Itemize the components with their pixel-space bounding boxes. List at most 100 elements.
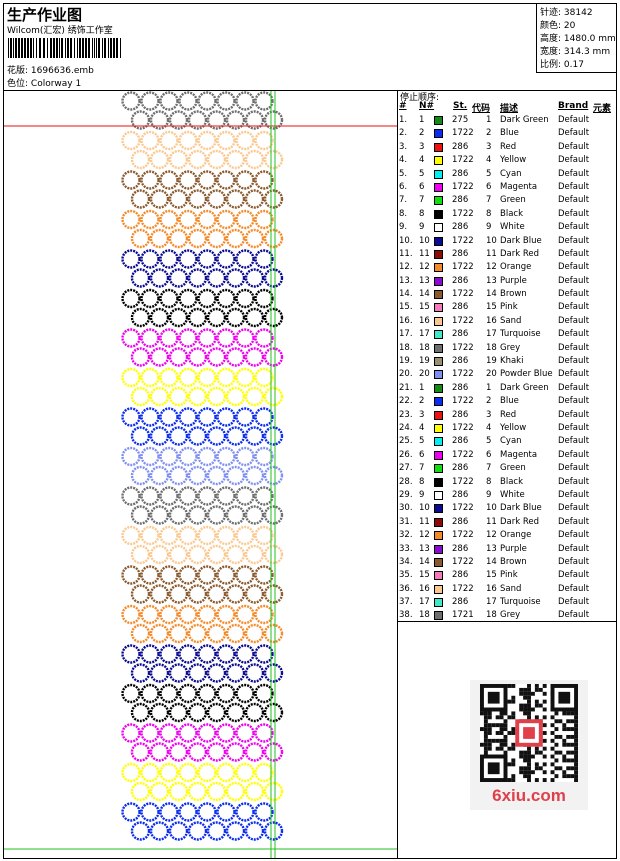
row-needle: 15 (419, 302, 430, 313)
row-needle: 13 (419, 543, 430, 554)
stop-row: 36. 16 1722 16 Sand Default (398, 584, 616, 597)
row-brand: Default (558, 530, 590, 541)
row-code: 8 (486, 208, 492, 219)
row-description: Sand (500, 583, 522, 594)
row-index: 9. (399, 222, 408, 233)
row-needle: 16 (419, 583, 430, 594)
row-index: 18. (399, 342, 413, 353)
row-code: 15 (486, 302, 497, 313)
row-needle: 17 (419, 597, 430, 608)
row-brand: Default (558, 329, 590, 340)
color-swatch (434, 611, 443, 621)
row-needle: 7 (419, 195, 425, 206)
row-stitch: 1722 (452, 128, 474, 139)
design-band (121, 604, 284, 644)
row-description: Grey (500, 342, 521, 353)
row-needle: 14 (419, 289, 430, 300)
row-description: Brown (500, 556, 527, 567)
row-description: Dark Green (500, 115, 549, 125)
color-swatch (434, 209, 443, 219)
row-stitch: 286 (452, 436, 469, 447)
watermark-area: 6xiu.com (470, 680, 588, 810)
row-description: Blue (500, 128, 519, 139)
row-needle: 2 (419, 396, 425, 407)
col-brand: Brand (558, 101, 589, 111)
row-description: Black (500, 476, 523, 487)
row-description: Yellow (500, 422, 527, 433)
row-index: 12. (399, 262, 413, 273)
design-band (121, 486, 284, 525)
color-swatch (434, 236, 443, 246)
color-swatch (434, 517, 443, 527)
row-index: 22. (399, 396, 413, 407)
row-code: 9 (486, 489, 492, 500)
row-stitch: 1722 (452, 396, 474, 407)
row-description: Green (500, 463, 526, 474)
row-brand: Default (558, 141, 590, 152)
stop-row: 11. 11 286 11 Dark Red Default (398, 249, 616, 262)
row-code: 2 (486, 128, 492, 139)
row-brand: Default (558, 128, 590, 139)
row-stitch: 286 (452, 409, 469, 420)
row-code: 8 (486, 476, 492, 487)
row-stitch: 286 (452, 516, 469, 527)
stat-stitches: 针迹: 38142 (540, 8, 593, 18)
row-description: Purple (500, 275, 527, 286)
row-index: 15. (399, 302, 413, 313)
row-code: 14 (486, 289, 497, 300)
row-index: 25. (399, 436, 413, 447)
row-index: 2. (399, 128, 408, 139)
row-brand: Default (558, 155, 590, 166)
row-index: 32. (399, 530, 413, 541)
row-code: 5 (486, 436, 492, 447)
row-brand: Default (558, 422, 590, 433)
row-code: 11 (486, 516, 497, 527)
row-index: 36. (399, 583, 413, 594)
stop-row: 25. 5 286 5 Cyan Default (398, 436, 616, 449)
row-description: Turquoise (500, 597, 541, 608)
row-brand: Default (558, 222, 590, 233)
row-stitch: 1722 (452, 155, 474, 166)
col-index: # (399, 101, 407, 111)
row-index: 27. (399, 463, 413, 474)
stop-row: 37. 17 286 17 Turquoise Default (398, 597, 616, 610)
stop-row: 9. 9 286 9 White Default (398, 222, 616, 235)
stat-height: 高度: 1480.0 mm (540, 34, 616, 44)
row-description: Dark Blue (500, 235, 542, 246)
row-brand: Default (558, 168, 590, 179)
color-swatch (434, 598, 443, 608)
row-description: Dark Blue (500, 503, 542, 514)
stop-row: 29. 9 286 9 White Default (398, 490, 616, 503)
stop-row: 8. 8 1722 8 Black Default (398, 209, 616, 222)
row-stitch: 286 (452, 597, 469, 608)
row-needle: 6 (419, 181, 425, 192)
row-brand: Default (558, 463, 590, 474)
row-stitch: 286 (452, 356, 469, 367)
row-stitch: 286 (452, 463, 469, 474)
row-index: 38. (399, 610, 413, 621)
row-needle: 12 (419, 530, 430, 541)
row-index: 34. (399, 556, 413, 567)
color-swatch (434, 129, 443, 139)
row-code: 10 (486, 503, 497, 514)
color-swatch (434, 584, 443, 594)
row-stitch: 1722 (452, 315, 474, 326)
row-index: 35. (399, 570, 413, 581)
row-needle: 6 (419, 449, 425, 460)
row-needle: 5 (419, 168, 425, 179)
row-brand: Default (558, 275, 590, 286)
row-code: 12 (486, 530, 497, 541)
column-divider (397, 90, 398, 859)
color-swatch (434, 504, 443, 514)
stop-row: 30. 10 1722 10 Dark Blue Default (398, 503, 616, 516)
row-code: 2 (486, 396, 492, 407)
color-swatch (434, 423, 443, 433)
row-description: Orange (500, 530, 532, 541)
stats-panel: 针迹: 38142 颜色: 20 高度: 1480.0 mm 宽度: 314.3… (536, 3, 617, 73)
row-description: Khaki (500, 356, 524, 367)
row-needle: 10 (419, 503, 430, 514)
row-index: 4. (399, 155, 408, 166)
row-brand: Default (558, 248, 590, 259)
row-index: 23. (399, 409, 413, 420)
row-brand: Default (558, 597, 590, 608)
